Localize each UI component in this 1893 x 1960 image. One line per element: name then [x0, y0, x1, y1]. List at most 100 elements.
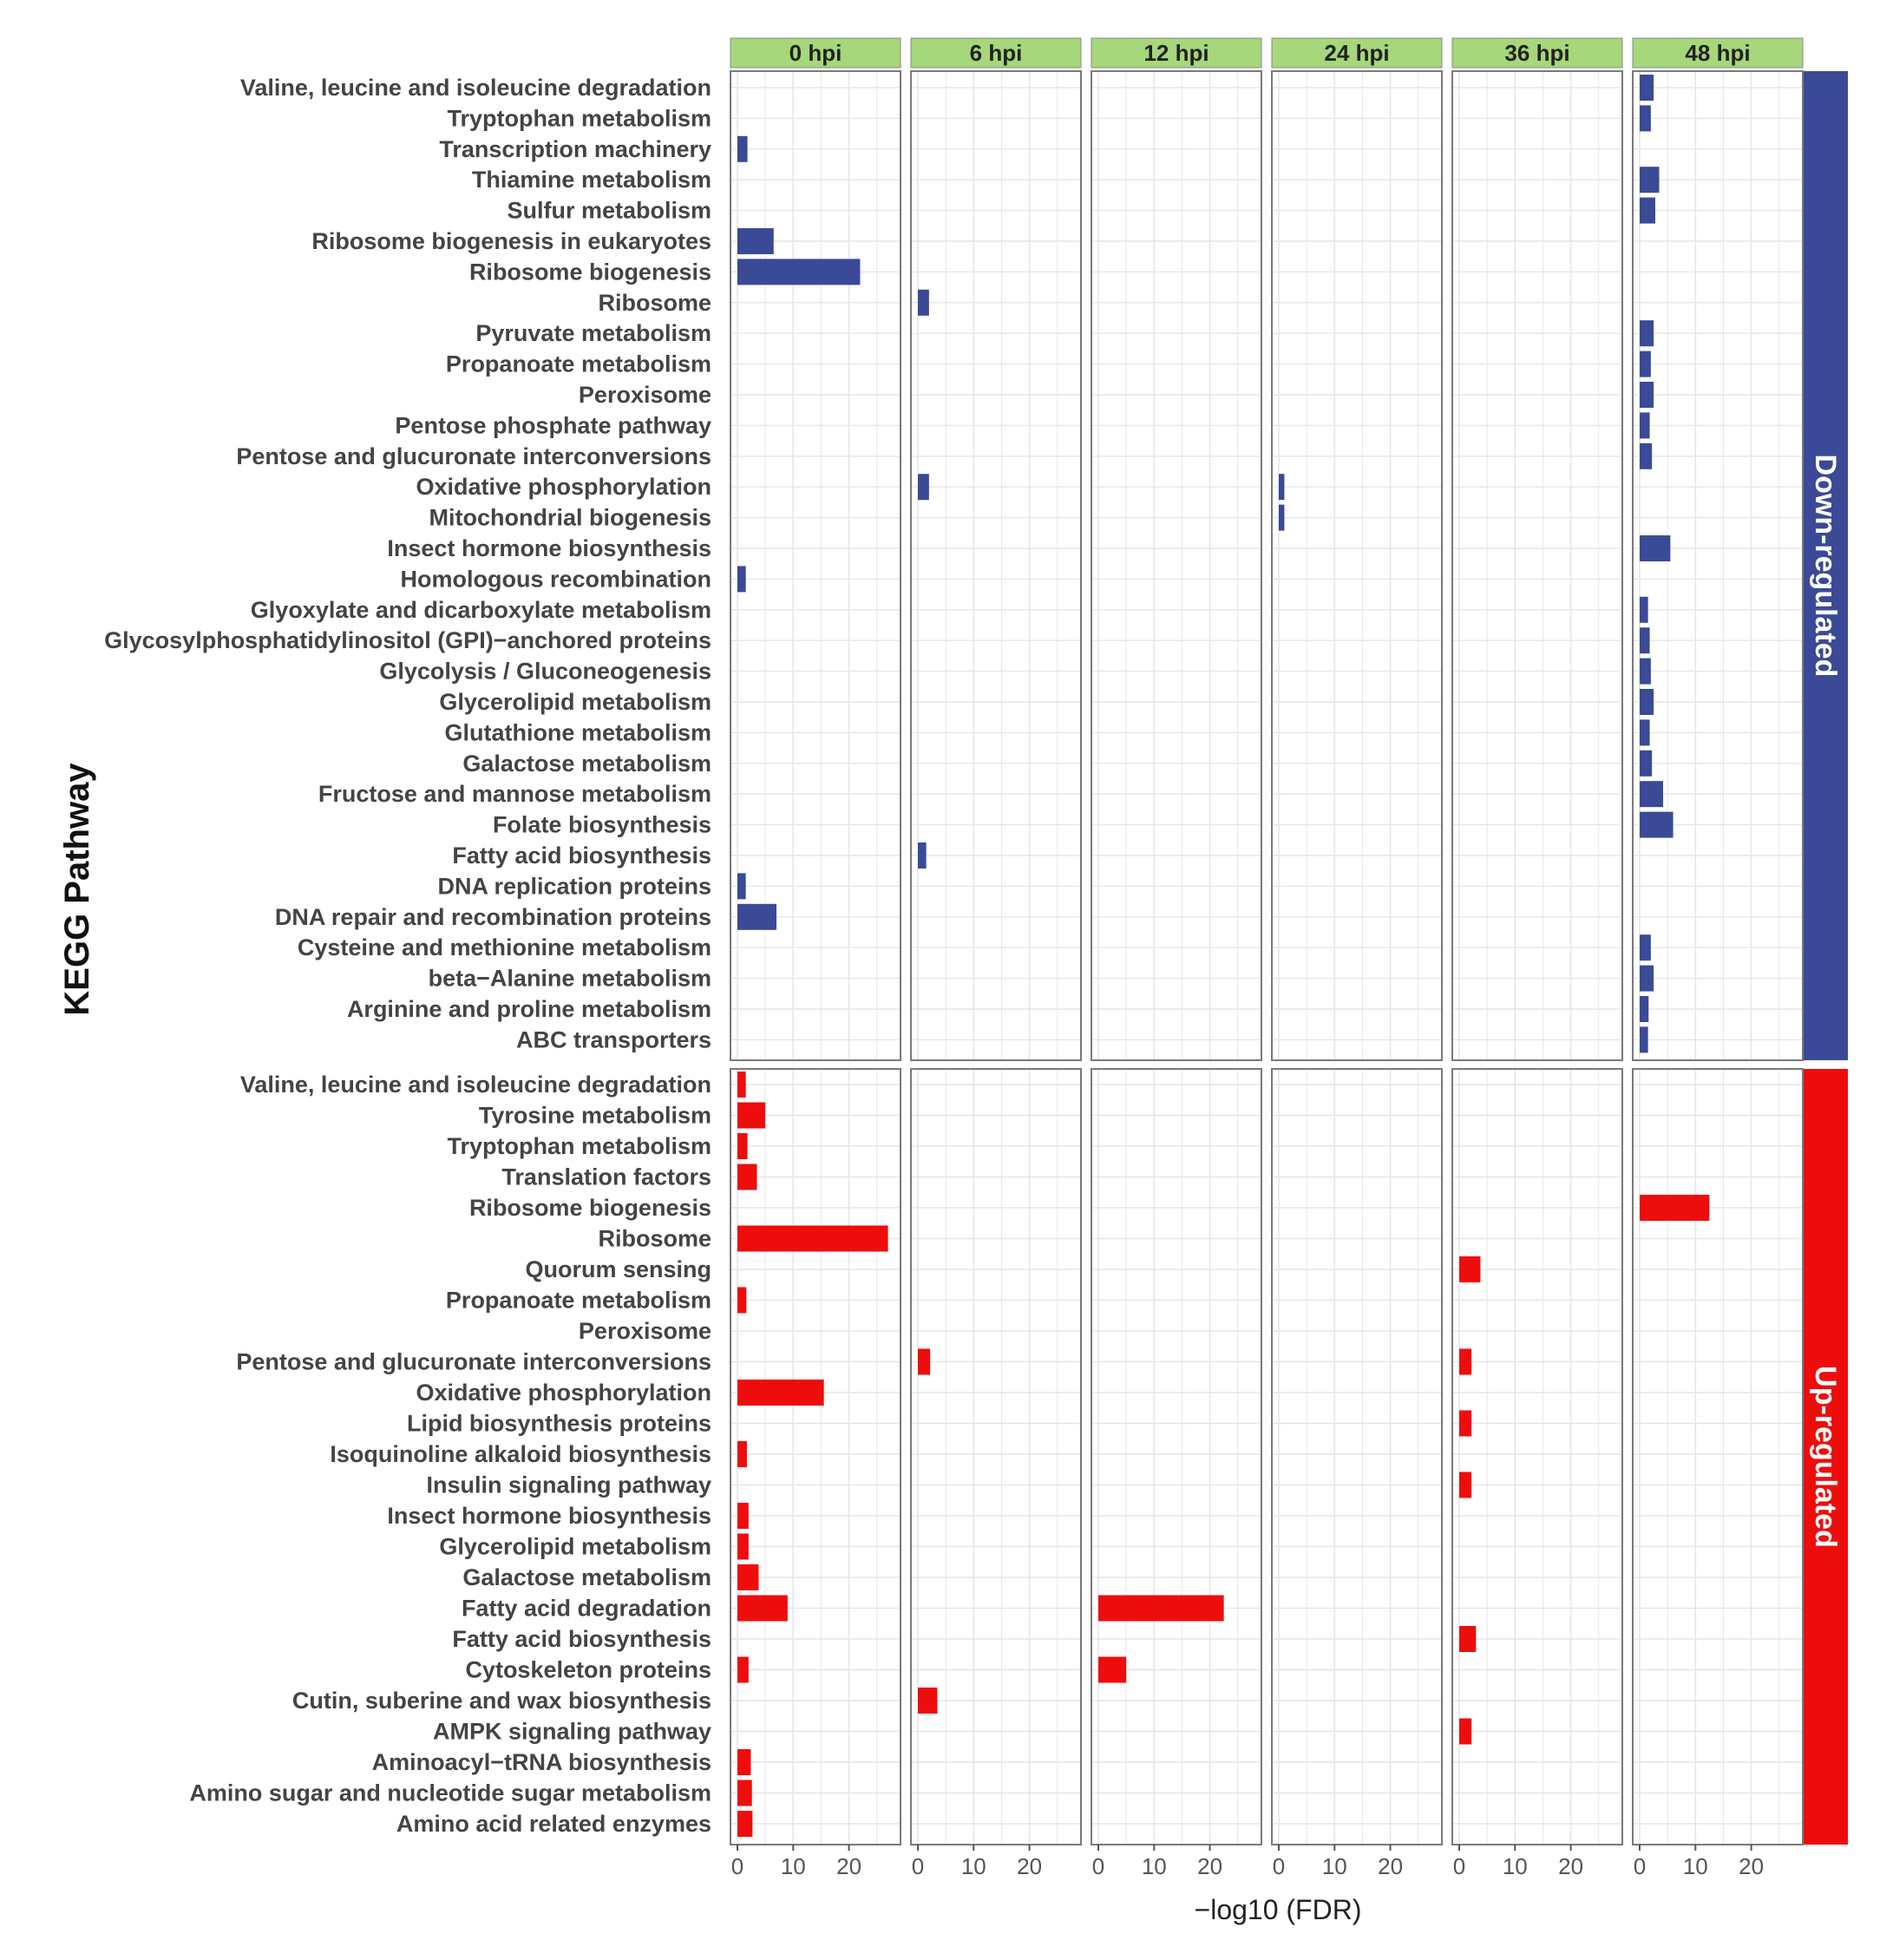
x-tick-label: 10: [1322, 1853, 1347, 1879]
x-axis-title: −log10 (FDR): [1195, 1894, 1362, 1925]
facet-panel: [1091, 70, 1262, 1061]
pathway-label: Tryptophan metabolism: [447, 105, 711, 131]
x-tick-label: 20: [1378, 1853, 1403, 1879]
pathway-label: Translation factors: [501, 1164, 711, 1190]
bar-up: [737, 1380, 824, 1406]
bar-down: [1279, 474, 1285, 501]
pathway-label: Thiamine metabolism: [472, 167, 711, 193]
facet-strip-label: 48 hpi: [1685, 40, 1750, 66]
bar-down: [737, 566, 746, 593]
bar-down: [1640, 627, 1650, 654]
bar-down: [1640, 719, 1650, 746]
bar-down: [1640, 320, 1654, 347]
y-axis-title: KEGG Pathway: [58, 763, 96, 1016]
pathway-label: Ribosome biogenesis in eukaryotes: [311, 228, 711, 254]
bar-up: [737, 1287, 747, 1314]
bar-down: [1640, 750, 1653, 777]
bar-up: [918, 1688, 938, 1714]
row-strip-label: Up-regulated: [1809, 1366, 1842, 1548]
pathway-label: Homologous recombination: [400, 566, 711, 592]
pathway-label: Mitochondrial biogenesis: [429, 505, 711, 531]
x-tick-label: 0: [1092, 1853, 1104, 1879]
bar-down: [1640, 658, 1651, 685]
row-strip: [1803, 1069, 1848, 1845]
bar-down: [737, 228, 774, 254]
facet-strip: [910, 37, 1082, 69]
x-tick-label: 10: [1142, 1853, 1167, 1879]
x-tick-label: 0: [912, 1853, 924, 1879]
bar-up: [918, 1348, 931, 1375]
bar-up: [1459, 1410, 1472, 1437]
pathway-label: Propanoate metabolism: [446, 351, 711, 377]
pathway-label: Pentose phosphate pathway: [395, 412, 711, 438]
pathway-label: Galactose metabolism: [462, 751, 711, 777]
bar-down: [1279, 504, 1285, 531]
x-tick-label: 10: [1503, 1853, 1528, 1879]
pathway-label: Valine, leucine and isoleucine degradati…: [240, 1072, 711, 1098]
bar-up: [1098, 1595, 1224, 1622]
bar-up: [1459, 1718, 1472, 1745]
bar-up: [737, 1133, 748, 1159]
pathway-label: Glyoxylate and dicarboxylate metabolism: [251, 597, 711, 623]
pathway-label: Galactose metabolism: [462, 1564, 711, 1590]
pathway-label: Ribosome biogenesis: [469, 259, 711, 285]
pathway-label: Insect hormone biosynthesis: [387, 535, 711, 561]
facet-panel: [910, 1068, 1082, 1845]
facet-panel: [1632, 1068, 1804, 1845]
pathway-label: Glycosylphosphatidylinositol (GPI)−ancho…: [104, 627, 711, 653]
bar-up: [737, 1749, 751, 1775]
pathway-label: Insulin signaling pathway: [426, 1472, 711, 1498]
bar-down: [1640, 689, 1654, 715]
pathway-label: Transcription machinery: [439, 136, 711, 162]
pathway-label: Fatty acid degradation: [462, 1596, 711, 1622]
bar-up: [1459, 1626, 1477, 1652]
bar-down: [1640, 351, 1651, 377]
bar-down: [1640, 996, 1649, 1022]
x-tick-label: 0: [1273, 1853, 1285, 1879]
x-tick-label: 10: [781, 1853, 806, 1879]
bar-up: [1459, 1348, 1472, 1375]
pathway-label: beta−Alanine metabolism: [429, 966, 711, 992]
bar-up: [737, 1441, 747, 1467]
facet-panel: [1632, 70, 1804, 1061]
pathway-label: Arginine and proline metabolism: [347, 996, 711, 1022]
facet-panel: [1451, 1068, 1623, 1845]
pathway-label: Glycerolipid metabolism: [439, 1534, 711, 1560]
x-tick-label: 0: [731, 1853, 743, 1879]
x-tick-label: 20: [1558, 1853, 1583, 1879]
facet-panel: [1271, 1068, 1443, 1845]
facet-strip-label: 24 hpi: [1324, 40, 1389, 66]
bar-down: [918, 842, 927, 869]
pathway-label: Quorum sensing: [525, 1256, 711, 1282]
pathway-label: Folate biosynthesis: [493, 812, 711, 838]
x-tick-label: 20: [1197, 1853, 1222, 1879]
pathway-label: Oxidative phosphorylation: [416, 1380, 711, 1406]
pathway-label: Aminoacyl−tRNA biosynthesis: [372, 1749, 711, 1775]
bar-up: [737, 1503, 749, 1529]
bar-down: [1640, 596, 1648, 623]
pathway-label: Fatty acid biosynthesis: [452, 1626, 711, 1652]
pathway-label: DNA replication proteins: [437, 873, 711, 899]
facet-panel: [1451, 70, 1623, 1061]
pathway-label: Peroxisome: [579, 1318, 711, 1344]
bar-down: [1640, 442, 1653, 469]
bar-down: [1640, 75, 1654, 101]
facet-strip: [730, 37, 901, 69]
x-tick-label: 20: [1017, 1853, 1042, 1879]
facet-panel: [1271, 70, 1443, 1061]
pathway-label: Amino acid related enzymes: [396, 1811, 711, 1837]
bar-up: [1640, 1195, 1710, 1221]
pathway-label: Cysteine and methionine metabolism: [298, 934, 711, 960]
pathway-label: Tyrosine metabolism: [479, 1103, 711, 1129]
bar-up: [1098, 1656, 1127, 1683]
x-tick-label: 10: [1683, 1853, 1708, 1879]
x-tick-label: 20: [1739, 1853, 1764, 1879]
bar-down: [1640, 197, 1655, 224]
facet-panel: [730, 1068, 901, 1845]
bar-up: [737, 1225, 888, 1252]
pathway-label: Sulfur metabolism: [507, 198, 711, 224]
facet-strip: [1632, 37, 1804, 69]
pathway-label: Pentose and glucuronate interconversions: [236, 1349, 711, 1375]
bar-down: [737, 873, 746, 900]
